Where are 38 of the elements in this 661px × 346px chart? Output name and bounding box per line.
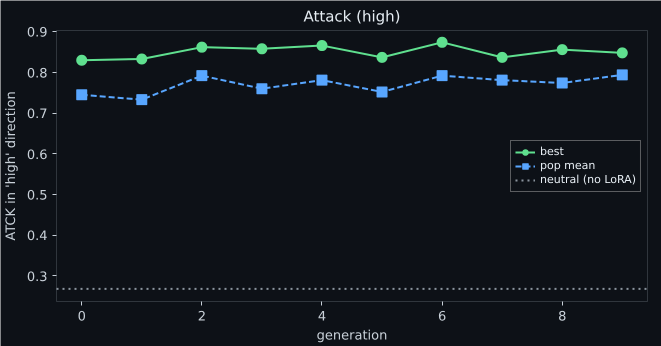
point [436, 70, 448, 82]
point [376, 52, 388, 63]
y-tick-label: 0.4 [26, 229, 48, 244]
x-tick-label: 2 [198, 310, 206, 324]
x-tick-label: 0 [78, 310, 86, 324]
point [556, 77, 568, 88]
point [616, 47, 628, 58]
point [196, 70, 208, 82]
point [256, 43, 268, 54]
legend-label: pop mean [540, 158, 596, 172]
point [616, 69, 628, 80]
point [436, 36, 448, 48]
x-tick-label: 4 [318, 310, 326, 324]
legend-label: neutral (no LoRA) [540, 172, 636, 186]
point [316, 74, 328, 86]
x-tick-label: 6 [438, 310, 446, 324]
y-tick-label: 0.3 [26, 270, 48, 285]
point [76, 54, 88, 66]
point [136, 53, 148, 64]
point [496, 52, 508, 63]
y-tick-label: 0.9 [26, 26, 48, 41]
point [196, 42, 208, 53]
legend-label: best [540, 144, 564, 158]
point [316, 40, 328, 52]
point [376, 86, 388, 98]
x-tick-label: 8 [558, 310, 566, 324]
point [256, 83, 268, 94]
point [136, 94, 148, 106]
y-tick-label: 0.6 [26, 148, 48, 163]
y-tick-label: 0.8 [26, 66, 48, 82]
y-tick-label: 0.7 [26, 107, 48, 122]
chart-title: Attack (high) [303, 8, 401, 26]
point [76, 89, 88, 100]
point [556, 44, 568, 56]
y-tick-label: 0.5 [26, 188, 48, 204]
y-axis-title: ATCK in 'high' direction [4, 91, 19, 241]
x-axis-title: generation [316, 328, 388, 344]
point [496, 74, 508, 86]
